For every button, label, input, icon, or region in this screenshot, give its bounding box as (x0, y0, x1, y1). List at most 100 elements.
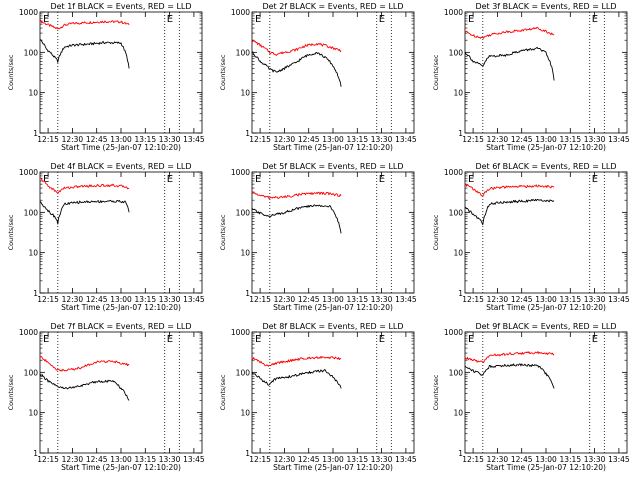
lld-series-line (39, 355, 130, 372)
y-tick-label: 10 (453, 89, 463, 98)
y-tick-label: 1 (33, 449, 38, 458)
x-tick-label: 13:15 (134, 455, 156, 464)
plot-frame (464, 331, 628, 454)
y-tick-label: 10 (453, 409, 463, 418)
y-axis-label: Counts/sec (7, 54, 15, 90)
y-tick-label: 10 (28, 249, 38, 258)
y-tick-label: 1 (33, 289, 38, 298)
x-tick-label: 13:15 (346, 135, 368, 144)
y-tick-label: 100 (449, 368, 464, 377)
events-series-line (251, 369, 342, 389)
x-tick-label: 13:45 (608, 135, 630, 144)
y-tick-label: 100 (236, 368, 251, 377)
x-axis-label: Start Time (25-Jan-07 12:10:20) (273, 463, 393, 472)
y-tick-label: 100 (24, 368, 39, 377)
panel-title: Det 5f BLACK = Events, RED = LLD (262, 162, 403, 171)
x-tick-label: 13:00 (322, 135, 344, 144)
flag-label: E (468, 174, 474, 185)
plot-frame (39, 331, 203, 454)
x-tick-label: 12:15 (462, 455, 484, 464)
y-tick-label: 100 (236, 48, 251, 57)
x-tick-label: 12:45 (511, 135, 533, 144)
x-tick-label: 13:30 (371, 295, 393, 304)
panel-title: Det 1f BLACK = Events, RED = LLD (50, 2, 191, 11)
events-series-line (464, 46, 555, 81)
lld-series-line (39, 177, 130, 194)
y-tick-label: 100 (449, 208, 464, 217)
x-tick-label: 13:00 (322, 455, 344, 464)
x-tick-label: 13:30 (371, 455, 393, 464)
y-axis-label: Counts/sec (432, 54, 440, 90)
y-tick-label: 1 (458, 129, 463, 138)
x-tick-label: 12:15 (37, 135, 59, 144)
lld-series-line (464, 351, 555, 364)
plot-frame (39, 171, 203, 294)
x-tick-label: 12:45 (511, 295, 533, 304)
lld-series-line (39, 19, 130, 30)
x-tick-label: 13:45 (183, 135, 205, 144)
y-tick-label: 10 (240, 89, 250, 98)
x-axis-label: Start Time (25-Jan-07 12:10:20) (486, 143, 606, 152)
plot-frame (39, 11, 203, 134)
panel-title: Det 8f BLACK = Events, RED = LLD (262, 322, 403, 331)
x-axis-label: Start Time (25-Jan-07 12:10:20) (61, 143, 181, 152)
y-tick-label: 100 (24, 48, 39, 57)
x-tick-label: 13:00 (110, 455, 132, 464)
x-tick-label: 13:45 (608, 455, 630, 464)
x-tick-label: 13:00 (110, 295, 132, 304)
x-tick-label: 13:30 (584, 135, 606, 144)
y-tick-label: 10 (453, 249, 463, 258)
y-axis-label: Counts/sec (219, 374, 227, 410)
x-tick-label: 12:15 (462, 135, 484, 144)
x-tick-label: 12:30 (274, 295, 296, 304)
x-axis-label: Start Time (25-Jan-07 12:10:20) (273, 143, 393, 152)
x-tick-label: 12:30 (274, 135, 296, 144)
panel-title: Det 9f BLACK = Events, RED = LLD (475, 322, 616, 331)
x-tick-label: 12:30 (62, 135, 84, 144)
events-series-line (39, 374, 130, 401)
y-tick-label: 1000 (444, 328, 463, 337)
x-tick-label: 13:00 (535, 135, 557, 144)
x-tick-label: 12:45 (298, 295, 320, 304)
y-tick-label: 1 (33, 129, 38, 138)
x-tick-label: 13:30 (584, 455, 606, 464)
x-tick-label: 13:00 (535, 455, 557, 464)
y-tick-label: 1000 (444, 8, 463, 17)
lld-series-line (251, 355, 342, 367)
x-tick-label: 13:45 (395, 455, 417, 464)
y-tick-label: 1000 (19, 8, 38, 17)
x-tick-label: 13:00 (535, 295, 557, 304)
plot-frame (251, 331, 415, 454)
flag-label: E (468, 14, 474, 25)
flag-label: E (167, 334, 173, 345)
events-series-line (251, 51, 342, 87)
flag-label: E (379, 334, 385, 345)
y-tick-label: 100 (236, 208, 251, 217)
x-tick-label: 12:15 (249, 295, 271, 304)
y-tick-label: 1 (245, 449, 250, 458)
y-tick-label: 1000 (444, 168, 463, 177)
y-axis-label: Counts/sec (432, 374, 440, 410)
y-tick-label: 10 (28, 409, 38, 418)
x-axis-label: Start Time (25-Jan-07 12:10:20) (61, 303, 181, 312)
x-tick-label: 13:15 (346, 295, 368, 304)
panel-title: Det 7f BLACK = Events, RED = LLD (50, 322, 191, 331)
x-tick-label: 13:45 (395, 295, 417, 304)
flag-label: E (592, 14, 598, 25)
x-tick-label: 13:15 (559, 455, 581, 464)
y-tick-label: 1 (245, 129, 250, 138)
y-tick-label: 100 (449, 48, 464, 57)
x-tick-label: 12:45 (511, 455, 533, 464)
x-axis-label: Start Time (25-Jan-07 12:10:20) (61, 463, 181, 472)
x-tick-label: 13:00 (110, 135, 132, 144)
events-series-line (464, 363, 555, 389)
x-tick-label: 13:00 (322, 295, 344, 304)
y-tick-label: 10 (240, 409, 250, 418)
x-tick-label: 13:15 (134, 295, 156, 304)
